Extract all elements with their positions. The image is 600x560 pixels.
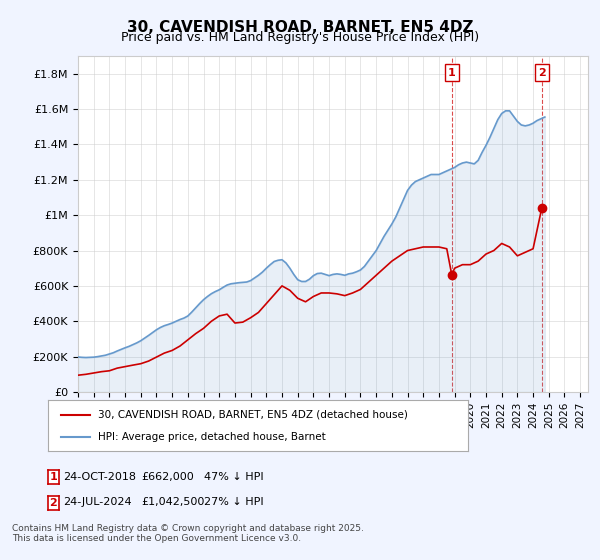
Text: 2: 2	[50, 498, 57, 507]
Text: 30, CAVENDISH ROAD, BARNET, EN5 4DZ (detached house): 30, CAVENDISH ROAD, BARNET, EN5 4DZ (det…	[98, 409, 408, 419]
Text: 27% ↓ HPI: 27% ↓ HPI	[204, 497, 263, 507]
Text: 47% ↓ HPI: 47% ↓ HPI	[204, 472, 263, 482]
Text: Contains HM Land Registry data © Crown copyright and database right 2025.
This d: Contains HM Land Registry data © Crown c…	[12, 524, 364, 543]
Text: 1: 1	[448, 68, 455, 78]
Text: £1,042,500: £1,042,500	[141, 497, 205, 507]
Text: 1: 1	[50, 473, 57, 482]
Text: 2: 2	[538, 68, 546, 78]
Text: HPI: Average price, detached house, Barnet: HPI: Average price, detached house, Barn…	[98, 432, 326, 442]
Text: £662,000: £662,000	[141, 472, 194, 482]
Text: 24-JUL-2024: 24-JUL-2024	[63, 497, 131, 507]
Text: 30, CAVENDISH ROAD, BARNET, EN5 4DZ: 30, CAVENDISH ROAD, BARNET, EN5 4DZ	[127, 20, 473, 35]
Text: 24-OCT-2018: 24-OCT-2018	[63, 472, 136, 482]
Text: Price paid vs. HM Land Registry's House Price Index (HPI): Price paid vs. HM Land Registry's House …	[121, 31, 479, 44]
